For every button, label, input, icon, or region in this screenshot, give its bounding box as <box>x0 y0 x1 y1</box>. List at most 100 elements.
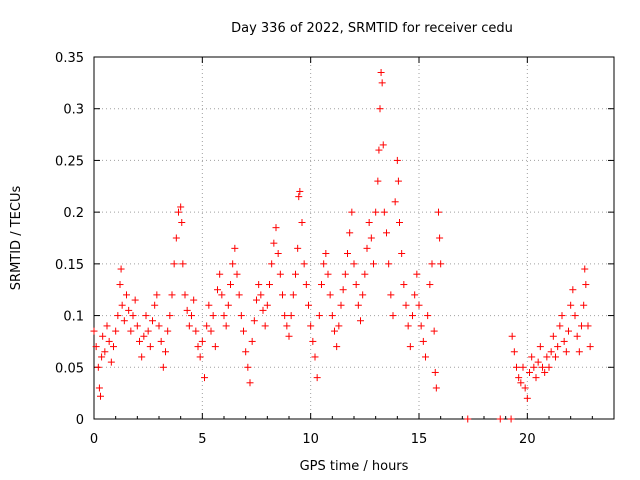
data-point <box>222 322 230 330</box>
data-point <box>99 332 107 340</box>
data-point <box>237 312 245 320</box>
data-point <box>391 198 399 206</box>
data-point <box>305 301 312 309</box>
data-point <box>419 337 427 345</box>
data-point <box>129 312 137 320</box>
data-point <box>367 234 375 242</box>
y-tick-label: 0.05 <box>55 361 84 376</box>
data-point <box>198 337 206 345</box>
data-point <box>337 301 345 309</box>
data-point <box>346 229 354 237</box>
data-point <box>300 260 308 268</box>
data-point <box>400 281 408 289</box>
data-point <box>519 363 527 371</box>
data-point <box>313 374 321 382</box>
data-point <box>296 187 304 195</box>
data-point <box>178 218 186 226</box>
data-point <box>365 218 373 226</box>
data-point <box>379 141 387 149</box>
data-point <box>335 322 343 330</box>
data-point <box>170 260 178 268</box>
data-point <box>545 363 553 371</box>
data-point <box>534 358 542 366</box>
data-point <box>311 353 319 361</box>
data-point <box>435 208 442 216</box>
data-point <box>372 208 380 216</box>
data-point <box>168 291 176 299</box>
data-point <box>214 286 221 294</box>
grid-lines <box>94 57 614 419</box>
data-point <box>92 343 100 351</box>
data-point <box>318 281 325 289</box>
data-point <box>549 332 557 340</box>
data-point <box>94 363 102 371</box>
data-point <box>114 312 122 320</box>
data-point <box>123 291 130 299</box>
data-point <box>142 312 150 320</box>
data-point <box>120 317 128 325</box>
data-point <box>556 322 564 330</box>
data-point <box>404 322 412 330</box>
data-point <box>385 260 393 268</box>
data-point <box>274 250 282 258</box>
data-point <box>159 363 167 371</box>
data-point <box>573 332 581 340</box>
data-point <box>526 368 533 376</box>
data-point <box>263 301 271 309</box>
data-point <box>203 322 211 330</box>
data-point <box>146 343 154 351</box>
data-point <box>333 343 341 351</box>
data-point <box>276 270 284 278</box>
data-point <box>302 281 310 289</box>
data-point <box>320 260 328 268</box>
data-point <box>192 327 200 335</box>
data-point <box>341 270 349 278</box>
data-point <box>261 322 269 330</box>
data-point <box>521 384 529 392</box>
data-point <box>298 218 306 226</box>
data-point <box>322 250 330 258</box>
data-point <box>227 281 234 289</box>
data-point <box>194 343 202 351</box>
data-point <box>513 363 520 371</box>
data-point <box>409 312 416 320</box>
data-point <box>350 260 358 268</box>
data-point <box>326 291 334 299</box>
data-point <box>231 244 239 252</box>
y-tick-label: 0.3 <box>63 103 84 118</box>
data-point <box>436 234 444 242</box>
data-point <box>196 353 204 361</box>
x-tick-label: 20 <box>519 432 536 447</box>
chart-title: Day 336 of 2022, SRMTID for receiver ced… <box>231 21 513 36</box>
data-point <box>207 327 215 335</box>
data-point <box>224 301 232 309</box>
data-point <box>218 291 226 299</box>
data-point <box>363 244 371 252</box>
data-point <box>172 234 180 242</box>
data-point <box>151 301 159 309</box>
x-axis-label: GPS time / hours <box>300 459 409 474</box>
data-point <box>235 291 243 299</box>
data-point <box>569 286 577 294</box>
data-point <box>431 368 439 376</box>
data-point <box>411 291 419 299</box>
x-tick-label: 10 <box>302 432 319 447</box>
data-point <box>233 270 241 278</box>
data-point <box>528 353 536 361</box>
data-point <box>229 260 237 268</box>
y-tick-label: 0.2 <box>63 206 84 221</box>
y-tick-label: 0.35 <box>55 51 84 66</box>
data-point <box>131 296 139 304</box>
data-point <box>415 301 423 309</box>
data-point <box>581 265 589 273</box>
data-point <box>523 394 531 402</box>
data-point <box>103 322 111 330</box>
data-point <box>543 353 551 361</box>
data-point <box>339 286 347 294</box>
data-point <box>179 260 187 268</box>
data-point <box>157 337 165 345</box>
data-point <box>508 332 516 340</box>
data-point <box>402 301 410 309</box>
y-tick-label: 0.25 <box>55 154 84 169</box>
